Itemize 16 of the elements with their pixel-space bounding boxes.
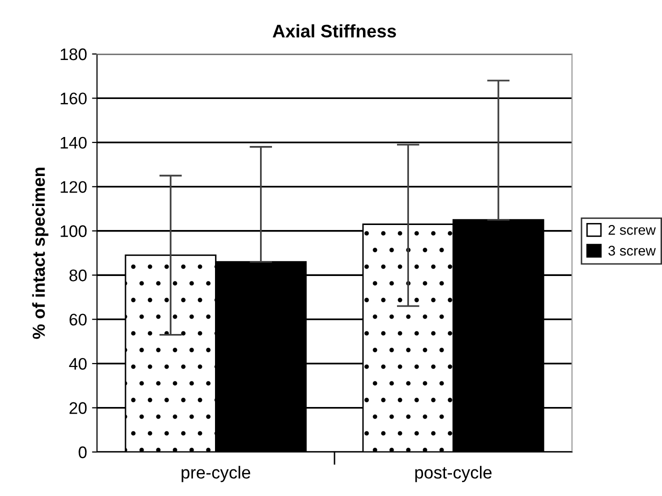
y-tick-label: 120 — [60, 181, 87, 193]
y-tick-label: 100 — [60, 225, 87, 238]
y-tick-label: 60 — [70, 314, 87, 326]
x-tick-label: pre-cycle — [182, 466, 250, 482]
y-tick-label: 40 — [69, 358, 87, 370]
y-tick-label: 160 — [60, 92, 87, 104]
y-tick-label: 180 — [60, 48, 87, 60]
y-tick-label: 80 — [69, 270, 87, 282]
legend-label: 3 screw — [608, 246, 656, 256]
y-tick-label: 140 — [60, 136, 87, 149]
y-tick-label: 0 — [78, 446, 87, 458]
chart-title: Axial Stiffness — [272, 24, 396, 38]
x-tick-label: post-cycle — [415, 466, 492, 482]
y-tick-label: 20 — [70, 402, 87, 414]
y-axis-title: % of intact specimen — [32, 168, 48, 339]
legend-label: 2 screw — [608, 225, 656, 235]
